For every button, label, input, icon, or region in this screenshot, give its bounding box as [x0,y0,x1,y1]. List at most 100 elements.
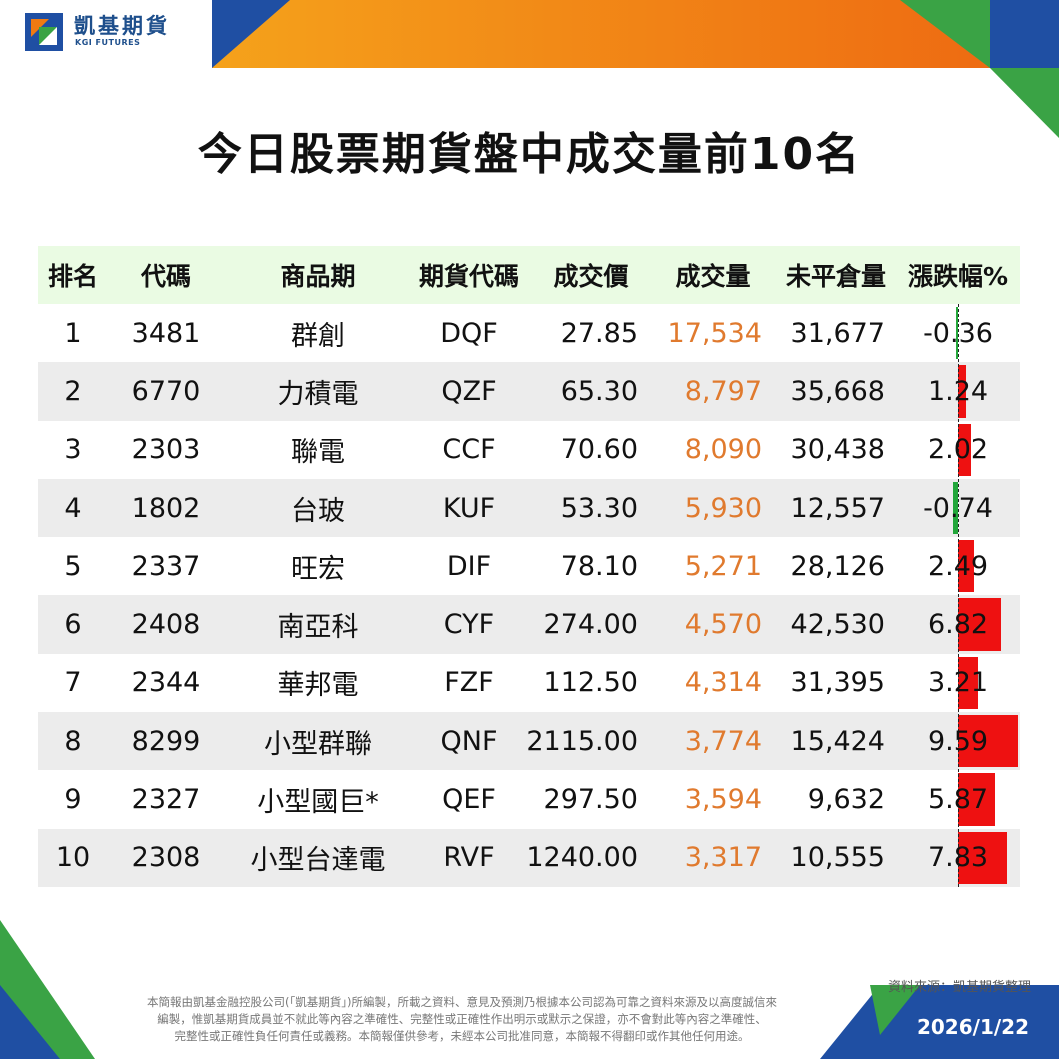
change-bar-up [958,365,966,418]
volume-cell: 8,797 [684,375,762,407]
change-bar-up [958,715,1018,768]
header-code: 代碼 [140,262,191,291]
volume-cell: 5,271 [684,550,762,582]
volume-cell: 4,570 [684,609,762,641]
change-pct-text: 1.24 [927,375,989,407]
kgi-logo-icon [25,13,63,51]
price-cell: 27.85 [560,317,638,349]
volume-cell: 5,930 [684,492,762,524]
change-bar-up [958,423,971,476]
change-bar-up [958,656,979,710]
change-axis-line [958,304,959,887]
change-cell: 3.21 [896,654,1020,712]
price-cell: 1240.00 [526,842,638,874]
futures-code-cell: QZF [441,375,497,407]
rank-cell: 8 [64,725,82,757]
open-interest-cell: 12,557 [790,492,885,524]
change-cell: 5.87 [896,770,1020,828]
futures-code-cell: CCF [442,434,496,466]
price-cell: 112.50 [543,667,638,699]
header-futures-code: 期貨代碼 [418,262,519,291]
change-cell: 1.24 [896,362,1020,420]
change-pct-text: 7.83 [927,842,989,874]
bottom-left-decoration [0,920,95,1059]
top-banner [212,0,1059,68]
open-interest-cell: 30,438 [790,434,885,466]
bottom-right-decoration [820,985,1059,1059]
change-pct-text: 2.02 [927,434,989,466]
table-row: 8 8299 小型群聯 QNF 2115.00 3,774 15,424 9.59 [38,712,1020,771]
code-cell: 6770 [131,375,201,407]
product-name-cell: 小型國巨* [257,787,379,819]
table-row: 7 2344 華邦電 FZF 112.50 4,314 31,395 3.21 [38,654,1020,712]
futures-code-cell: FZF [444,667,494,699]
open-interest-cell: 31,677 [790,317,885,349]
product-name-cell: 小型群聯 [264,728,372,760]
report-date: 2026/1/22 [916,1015,1029,1039]
change-bar-up [958,598,1001,651]
open-interest-cell: 28,126 [790,550,885,582]
change-cell: -0.36 [896,304,1020,362]
change-cell: 7.83 [896,829,1020,887]
header-rank: 排名 [47,262,98,291]
change-bar-down [955,307,958,360]
change-pct-text: 6.82 [927,609,989,641]
volume-cell: 4,314 [684,667,762,699]
code-cell: 2337 [131,550,201,582]
code-cell: 2303 [131,434,201,466]
data-source: 資料來源：凱基期貨整理 [887,980,1031,995]
header-name: 商品期 [280,262,356,291]
rank-cell: 5 [64,550,82,582]
price-cell: 274.00 [543,609,638,641]
header-open-interest: 未平倉量 [785,262,886,291]
change-cell: 9.59 [896,712,1020,770]
brand-name: 凱基期貨 [74,14,170,38]
logo: 凱基期貨 KGI FUTURES [0,0,212,68]
header-change-pct: 漲跌幅% [907,262,1009,291]
code-cell: 1802 [131,492,201,524]
page-title: 今日股票期貨盤中成交量前10名 [197,129,862,180]
product-name-cell: 小型台達電 [250,845,386,877]
change-bar-up [958,831,1007,884]
product-name-cell: 台玻 [291,495,345,527]
open-interest-cell: 9,632 [807,784,885,816]
volume-cell: 8,090 [684,434,762,466]
change-cell: 6.82 [896,595,1020,653]
open-interest-cell: 15,424 [790,725,885,757]
change-bar-up [958,773,995,826]
open-interest-cell: 31,395 [790,667,885,699]
change-pct-text: 3.21 [927,667,989,699]
change-pct-text: 5.87 [927,784,989,816]
code-cell: 2408 [131,609,201,641]
change-cell: 2.49 [896,537,1020,595]
change-pct-text: -0.74 [923,492,993,524]
code-cell: 8299 [131,725,201,757]
futures-code-cell: QEF [442,784,496,816]
brand-name-en: KGI FUTURES [75,38,141,47]
disclaimer: 本簡報由凱基金融控股公司(「凱基期貨」)所編製，所載之資料、意見及預測乃根據本公… [62,994,862,1045]
volume-cell: 17,534 [667,317,762,349]
change-cell: -0.74 [896,479,1020,537]
table-row: 2 6770 力積電 QZF 65.30 8,797 35,668 1.24 [38,362,1020,421]
price-cell: 297.50 [543,784,638,816]
futures-code-cell: CYF [443,609,495,641]
rank-cell: 2 [64,375,82,407]
volume-cell: 3,774 [684,725,762,757]
futures-code-cell: DIF [446,550,492,582]
product-name-cell: 聯電 [291,437,345,469]
volume-ranking-table: 排名 代碼 商品期 期貨代碼 成交價 成交量 未平倉量 漲跌幅% 1 3481 群創… [38,246,1020,887]
rank-cell: 4 [64,492,82,524]
code-cell: 3481 [131,317,201,349]
change-pct-text: 9.59 [927,725,989,757]
change-cell: 2.02 [896,421,1020,479]
table-row: 5 2337 旺宏 DIF 78.10 5,271 28,126 2.49 [38,537,1020,595]
price-cell: 2115.00 [526,725,638,757]
change-pct-text: -0.36 [923,317,993,349]
product-name-cell: 旺宏 [291,553,345,585]
change-bar-down [953,481,958,535]
product-name-cell: 群創 [291,320,345,352]
product-name-cell: 力積電 [277,378,359,410]
open-interest-cell: 35,668 [790,375,885,407]
table-row: 6 2408 南亞科 CYF 274.00 4,570 42,530 6.82 [38,595,1020,654]
price-cell: 70.60 [560,434,638,466]
